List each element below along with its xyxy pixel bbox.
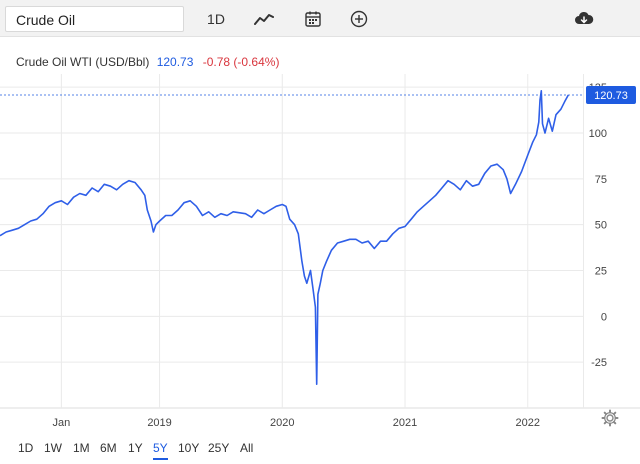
range-button-25y[interactable]: 25Y xyxy=(208,441,230,455)
toolbar: Crude Oil 1D xyxy=(0,0,640,37)
y-axis-ticks: -250255075100125 xyxy=(589,82,607,369)
price-line xyxy=(0,89,570,386)
x-tick-label: 2021 xyxy=(393,417,417,429)
interval-button[interactable]: 1D xyxy=(207,11,225,27)
y-tick-label: -25 xyxy=(591,357,607,369)
range-button-all[interactable]: All xyxy=(240,441,254,455)
range-button-1w[interactable]: 1W xyxy=(44,441,62,455)
last-price: 120.73 xyxy=(156,55,194,69)
y-tick-label: 100 xyxy=(589,128,607,140)
search-input[interactable]: Crude Oil xyxy=(5,6,184,32)
range-button-1m[interactable]: 1M xyxy=(73,441,90,455)
price-change: -0.78 (-0.64%) xyxy=(202,55,280,69)
y-tick-label: 25 xyxy=(595,266,607,278)
y-tick-label: 0 xyxy=(601,311,607,323)
chart-series xyxy=(0,89,570,386)
y-tick-label: 50 xyxy=(595,220,607,232)
range-button-5y[interactable]: 5Y xyxy=(153,438,168,460)
range-button-1y[interactable]: 1Y xyxy=(128,441,143,455)
x-tick-label: 2020 xyxy=(270,417,294,429)
range-button-1d[interactable]: 1D xyxy=(18,441,34,455)
range-selector: 1D 1W 1M 6M 1Y 5Y 10Y 25Y All xyxy=(0,432,640,464)
x-axis-ticks: Jan 2019 2020 2021 2022 xyxy=(52,417,540,429)
plus-circle-icon[interactable] xyxy=(348,8,370,30)
settings-gear-icon[interactable] xyxy=(601,409,619,427)
x-tick-label: 2019 xyxy=(147,417,171,429)
last-price-tag-label: 120.73 xyxy=(594,90,628,102)
line-chart-icon[interactable] xyxy=(252,8,276,30)
instrument-header: Crude Oil WTI (USD/Bbl) 120.73 -0.78 (-0… xyxy=(16,55,279,69)
x-tick-label: Jan xyxy=(52,417,70,429)
y-tick-label: 75 xyxy=(595,174,607,186)
last-price-marker: 120.73 xyxy=(0,85,636,104)
last-price-tag xyxy=(586,85,636,104)
chart-grid xyxy=(0,74,640,409)
instrument-name: Crude Oil WTI (USD/Bbl) xyxy=(16,55,150,69)
x-tick-label: 2022 xyxy=(516,417,540,429)
calendar-icon[interactable] xyxy=(302,8,324,30)
download-icon[interactable] xyxy=(572,8,596,30)
range-button-6m[interactable]: 6M xyxy=(100,441,117,455)
range-button-10y[interactable]: 10Y xyxy=(178,441,200,455)
